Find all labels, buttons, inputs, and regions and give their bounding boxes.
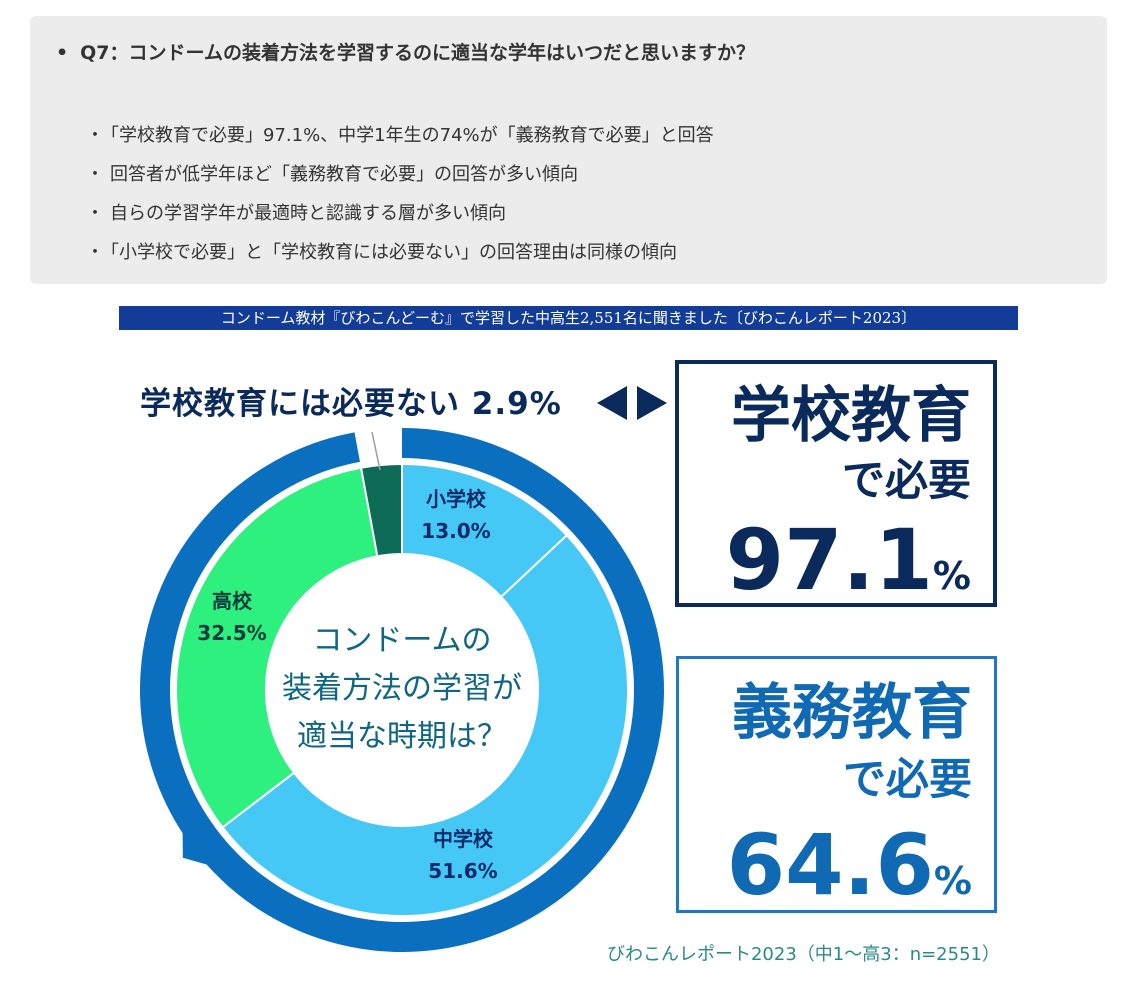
center-question-text: コンドームの — [312, 623, 491, 658]
question-title: • Q7：コンドームの装着方法を学習するのに適当な学年はいつだと思いますか？ — [56, 38, 755, 65]
slice-value-label: 13.0% — [421, 519, 490, 543]
summary-point: ・回答者が低学年ほど「義務教育で必要」の回答が多い傾向 — [86, 164, 578, 185]
bullet-dot: • — [56, 42, 69, 64]
slice-high-school — [175, 466, 379, 829]
school-education-panel: 学校教育 で必要 97.1% — [675, 360, 997, 607]
panel-subtitle: で必要 — [843, 755, 972, 805]
slice-not-needed — [359, 462, 403, 558]
center-question-text: 装着方法の学習が — [282, 671, 522, 706]
slice-value-label: 51.6% — [428, 859, 497, 883]
question-text: Q7：コンドームの装着方法を学習するのに適当な学年はいつだと思いますか？ — [80, 42, 755, 64]
summary-point: ・「学校教育で必要」97.1%、中学1年生の74%が「義務教育で必要」と回答 — [86, 125, 714, 146]
summary-box — [30, 16, 1107, 284]
mandatory-education-panel: 義務教育 で必要 64.6% — [676, 656, 997, 913]
slice-label: 高校 — [212, 589, 253, 613]
slice-junior-high — [221, 533, 629, 917]
slice-value-label: 32.5% — [197, 621, 266, 645]
summary-point: ・「小学校で必要」と「学校教育には必要ない」の回答理由は同様の傾向 — [86, 242, 677, 263]
survey-banner: コンドーム教材『びわこんどーむ』で学習した中高生2,551名に聞きました〔びわこ… — [119, 306, 1018, 330]
panel-title: 義務教育 — [732, 678, 972, 748]
panel-value: 64.6% — [726, 816, 972, 914]
slice-label: 中学校 — [433, 827, 494, 851]
center-question-text: 適当な時期は？ — [297, 719, 507, 754]
slice-label: 小学校 — [426, 487, 487, 511]
panel-title: 学校教育 — [731, 381, 971, 451]
mandatory-pointer — [182, 829, 211, 866]
panel-subtitle: で必要 — [842, 456, 971, 506]
source-note: びわこんレポート2023（中1〜高3：n=2551） — [606, 944, 1000, 965]
not-needed-label: 学校教育には必要ない 2.9% — [140, 386, 562, 422]
double-arrow-icon — [597, 386, 667, 420]
summary-point: ・自らの学習学年が最適時と認識する層が多い傾向 — [86, 203, 506, 224]
panel-value: 97.1% — [725, 511, 971, 609]
not-needed-leader-line — [371, 431, 381, 471]
summary-points: ・「学校教育で必要」97.1%、中学1年生の74%が「義務教育で必要」と回答 ・… — [86, 116, 714, 272]
